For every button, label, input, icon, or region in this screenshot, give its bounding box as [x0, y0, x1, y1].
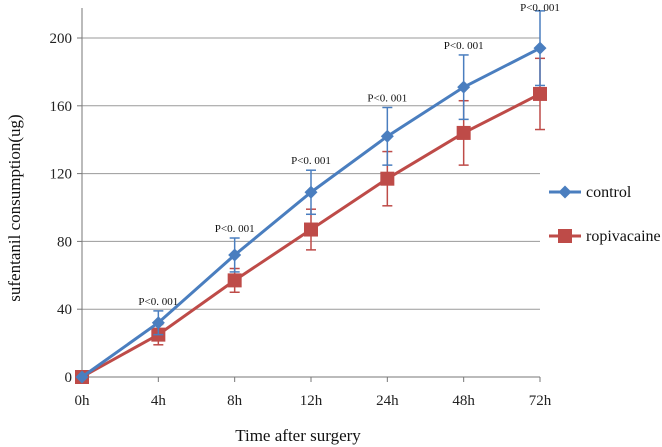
- legend-label: ropivacaine: [586, 228, 661, 245]
- p-value-annotation: P<0. 001: [291, 155, 331, 167]
- p-value-annotation: P<0. 001: [367, 92, 407, 104]
- data-point: [533, 41, 547, 55]
- series-ropivacaine: [75, 57, 547, 384]
- x-tick-label: 0h: [75, 393, 91, 409]
- legend-label: control: [586, 184, 632, 201]
- x-tick-label: 4h: [151, 393, 167, 409]
- data-point: [151, 316, 165, 330]
- y-tick-label: 120: [50, 167, 73, 183]
- y-tick-label: 200: [50, 31, 73, 47]
- y-tick-label: 0: [65, 370, 73, 386]
- legend: control ropivacaine: [549, 184, 661, 245]
- x-tick-label: 72h: [529, 393, 552, 409]
- annotations: P<0. 001 P<0. 001 P<0. 001 P<0. 001 P<0. 001…: [138, 2, 559, 308]
- data-point: [75, 370, 89, 384]
- y-tick-label: 160: [50, 99, 73, 115]
- x-tick-label: 48h: [452, 393, 475, 409]
- x-tick-label: 8h: [227, 393, 243, 409]
- data-point: [533, 86, 547, 101]
- data-point: [380, 129, 394, 143]
- p-value-annotation: P<0. 001: [138, 296, 178, 308]
- data-point: [456, 125, 471, 140]
- y-axis-title: sufentanil consumption(ug): [5, 114, 24, 301]
- legend-marker: [558, 185, 572, 199]
- series-group: [75, 10, 547, 384]
- legend-marker: [558, 229, 572, 243]
- p-value-annotation: P<0. 001: [215, 223, 255, 235]
- x-tick-label: 24h: [376, 393, 399, 409]
- tick-labels: 0 40 80 120 160 200 0h 4h 8h 12h 24h 48h 72h: [50, 31, 552, 409]
- p-value-annotation: P<0. 001: [520, 2, 560, 14]
- x-axis-title: Time after surgery: [235, 426, 361, 445]
- data-point: [304, 222, 318, 237]
- data-point: [304, 185, 318, 199]
- x-tick-label: 12h: [300, 393, 323, 409]
- legend-item-control: control: [549, 184, 632, 201]
- p-value-annotation: P<0. 001: [444, 40, 484, 52]
- y-tick-label: 40: [57, 302, 72, 318]
- data-point: [227, 273, 242, 288]
- y-tick-label: 80: [57, 234, 72, 250]
- data-point: [228, 248, 242, 262]
- legend-item-ropivacaine: ropivacaine: [549, 228, 661, 245]
- data-point: [457, 80, 471, 94]
- series-control: [75, 10, 547, 384]
- data-point: [380, 171, 395, 186]
